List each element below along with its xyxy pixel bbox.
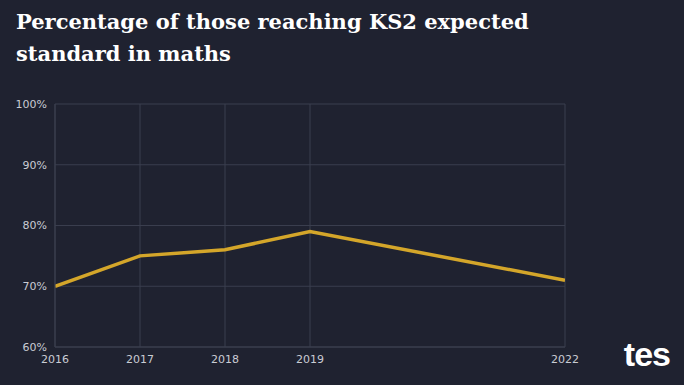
svg-text:60%: 60% [23,341,47,354]
svg-text:80%: 80% [23,219,47,232]
svg-text:2022: 2022 [551,353,579,366]
svg-text:100%: 100% [16,98,47,111]
svg-text:2017: 2017 [126,353,154,366]
svg-text:2019: 2019 [296,353,324,366]
svg-text:70%: 70% [23,280,47,293]
html-text:tes: tes [623,335,670,373]
svg-text:90%: 90% [23,159,47,172]
svg-text:2016: 2016 [41,353,69,366]
html-text:Percentage of those reaching K: Percentage of those reaching KS2 expecte… [16,9,529,66]
svg-text:2018: 2018 [211,353,239,366]
